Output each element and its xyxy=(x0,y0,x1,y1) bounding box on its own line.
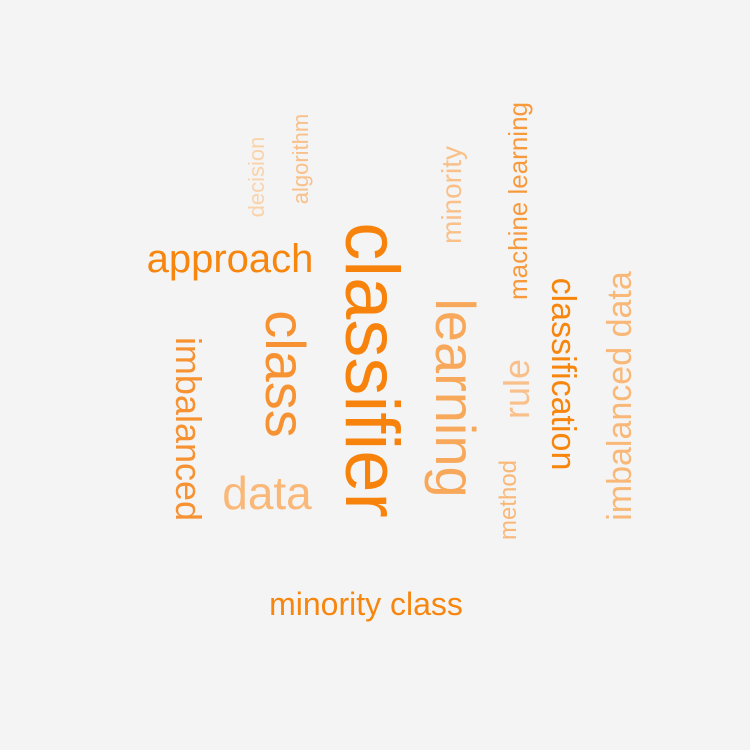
word-learning: learning xyxy=(424,298,487,498)
word-data: data xyxy=(222,467,312,519)
word-algorithm: algorithm xyxy=(288,113,313,205)
word-imbalanced-data: imbalanced data xyxy=(601,271,639,521)
word-machine-learning: machine learning xyxy=(503,101,533,301)
word-class: class xyxy=(254,310,317,438)
word-approach: approach xyxy=(146,237,314,281)
word-imbalanced: imbalanced xyxy=(168,336,209,522)
word-classifier: classifier xyxy=(329,222,414,518)
word-minority: minority xyxy=(436,145,467,245)
word-rule: rule xyxy=(496,358,537,420)
word-classification: classification xyxy=(544,277,582,471)
word-decision: decision xyxy=(244,136,269,218)
word-method: method xyxy=(495,459,522,541)
word-minority-class: minority class xyxy=(269,586,463,622)
